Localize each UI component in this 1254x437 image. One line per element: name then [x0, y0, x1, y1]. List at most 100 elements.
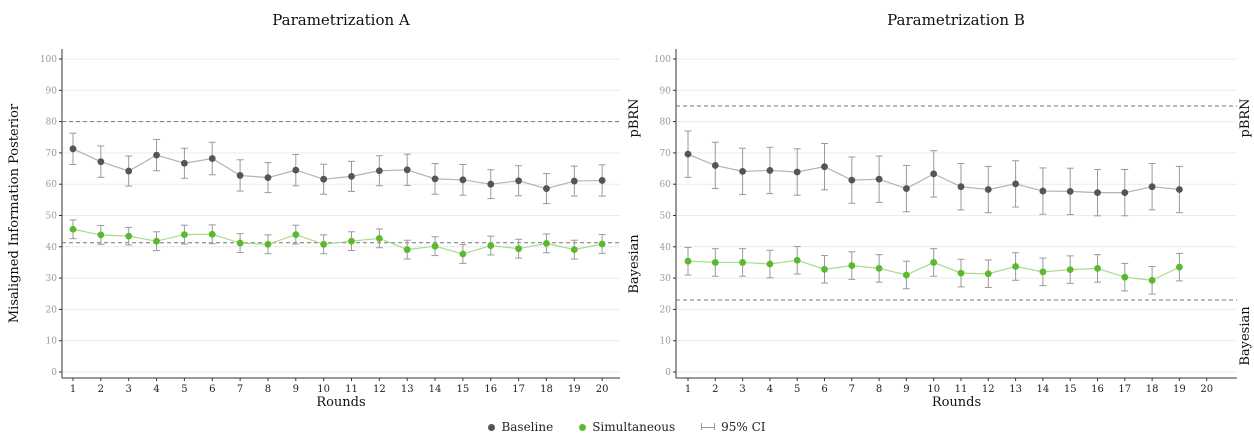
data-point-baseline [264, 174, 272, 182]
x-tick-label: 9 [903, 384, 909, 395]
data-point-simultaneous [957, 269, 965, 277]
data-point-simultaneous [930, 259, 938, 266]
legend-ci-label: 95% CI [721, 420, 766, 434]
legend-baseline-label: Baseline [501, 420, 554, 434]
x-tick-label: 16 [484, 384, 497, 395]
data-point-baseline [684, 150, 692, 158]
data-point-baseline [570, 177, 578, 185]
x-tick-label: 2 [98, 384, 104, 395]
x-tick-label: 7 [237, 384, 243, 395]
data-point-simultaneous [208, 230, 216, 238]
data-point-baseline [821, 163, 828, 171]
data-point-baseline [711, 162, 719, 169]
x-tick-label: 18 [540, 384, 553, 395]
x-tick-label: 7 [849, 384, 855, 395]
y-tick-label: 30 [46, 274, 58, 284]
x-tick-label: 16 [1091, 384, 1104, 395]
data-point-baseline [957, 183, 965, 191]
y-tick-label: 60 [46, 180, 58, 190]
data-point-baseline [459, 176, 467, 184]
data-point-baseline [1094, 189, 1101, 197]
x-tick-label: 11 [955, 384, 968, 395]
data-point-simultaneous [984, 270, 992, 278]
data-point-baseline [320, 175, 328, 183]
data-point-simultaneous [903, 271, 910, 279]
data-point-baseline [208, 155, 216, 162]
data-point-simultaneous [181, 231, 188, 238]
data-point-simultaneous [848, 262, 856, 269]
x-tick-label: 11 [345, 384, 358, 395]
data-point-simultaneous [292, 231, 300, 238]
reference-label-left: Bayesian [627, 234, 642, 294]
x-tick-label: 4 [153, 384, 159, 395]
data-point-simultaneous [236, 239, 244, 247]
data-point-baseline [1066, 187, 1074, 195]
x-tick-label: 15 [457, 384, 470, 395]
data-point-baseline [903, 185, 910, 192]
data-point-simultaneous [97, 231, 105, 239]
data-point-baseline [1012, 180, 1019, 188]
reference-label-right: Bayesian [1238, 306, 1253, 366]
y-tick-label: 70 [660, 149, 672, 159]
data-point-baseline [236, 172, 244, 179]
y-tick-label: 60 [660, 180, 672, 190]
series-line-simultaneous [72, 228, 603, 255]
x-tick-label: 19 [568, 384, 581, 395]
data-point-baseline [375, 167, 383, 175]
y-tick-label: 90 [660, 86, 672, 96]
data-point-simultaneous [684, 257, 692, 265]
data-point-baseline [348, 172, 355, 180]
data-point-baseline [125, 167, 133, 175]
data-point-simultaneous [875, 264, 883, 272]
x-tick-label: 4 [767, 384, 773, 395]
data-point-simultaneous [459, 250, 467, 258]
x-tick-label: 13 [401, 384, 414, 395]
y-tick-label: 30 [660, 274, 672, 284]
data-point-simultaneous [375, 234, 383, 242]
chart-panel-b: Parametrization B 0 10 20 30 40 50 60 70 80 90 100 1… [627, 11, 1253, 410]
data-point-simultaneous [766, 260, 774, 268]
data-point-simultaneous [69, 225, 77, 233]
figure: Parametrization A01020304050607080901001… [7, 11, 1253, 410]
chart-title: Parametrization B [887, 11, 1025, 29]
data-point-baseline [793, 168, 801, 176]
data-point-simultaneous [543, 239, 550, 247]
chart-panel-a: Parametrization A 0 10 20 30 40 50 60 70 80 90 100 1… [7, 11, 620, 410]
y-tick-label: 0 [51, 368, 57, 378]
y-tick-label: 100 [654, 55, 671, 65]
x-tick-label: 5 [181, 384, 187, 395]
data-point-simultaneous [598, 240, 606, 248]
y-tick-label: 0 [665, 368, 671, 378]
data-point-simultaneous [821, 265, 828, 273]
legend-item-ci: 95% CI [701, 420, 766, 434]
y-tick-label: 40 [46, 243, 58, 253]
reference-label-left: pBRN [627, 98, 642, 137]
data-point-simultaneous [403, 246, 411, 254]
x-tick-label: 2 [712, 384, 718, 395]
legend-item-simultaneous: Simultaneous [579, 420, 675, 434]
legend-simultaneous-marker [579, 423, 587, 431]
x-tick-label: 14 [1037, 384, 1050, 395]
data-point-simultaneous [1176, 263, 1183, 271]
x-tick-label: 6 [821, 384, 827, 395]
data-point-simultaneous [320, 240, 328, 248]
x-tick-label: 5 [794, 384, 800, 395]
x-tick-label: 3 [739, 384, 745, 395]
data-point-baseline [1121, 189, 1129, 197]
y-tick-label: 20 [660, 305, 672, 315]
x-tick-label: 10 [317, 384, 330, 395]
data-point-simultaneous [264, 240, 272, 248]
data-point-simultaneous [487, 242, 495, 249]
legend-ci-marker [701, 423, 716, 431]
data-point-baseline [431, 175, 439, 183]
y-tick-label: 50 [46, 212, 58, 222]
data-point-simultaneous [739, 259, 746, 266]
legend-baseline-marker [488, 423, 496, 431]
x-tick-label: 18 [1146, 384, 1159, 395]
y-tick-label: 40 [660, 243, 672, 253]
y-tick-label: 70 [46, 149, 58, 159]
x-tick-label: 9 [293, 384, 299, 395]
data-point-simultaneous [1094, 264, 1101, 272]
x-tick-label: 13 [1009, 384, 1022, 395]
x-tick-label: 1 [685, 384, 691, 395]
